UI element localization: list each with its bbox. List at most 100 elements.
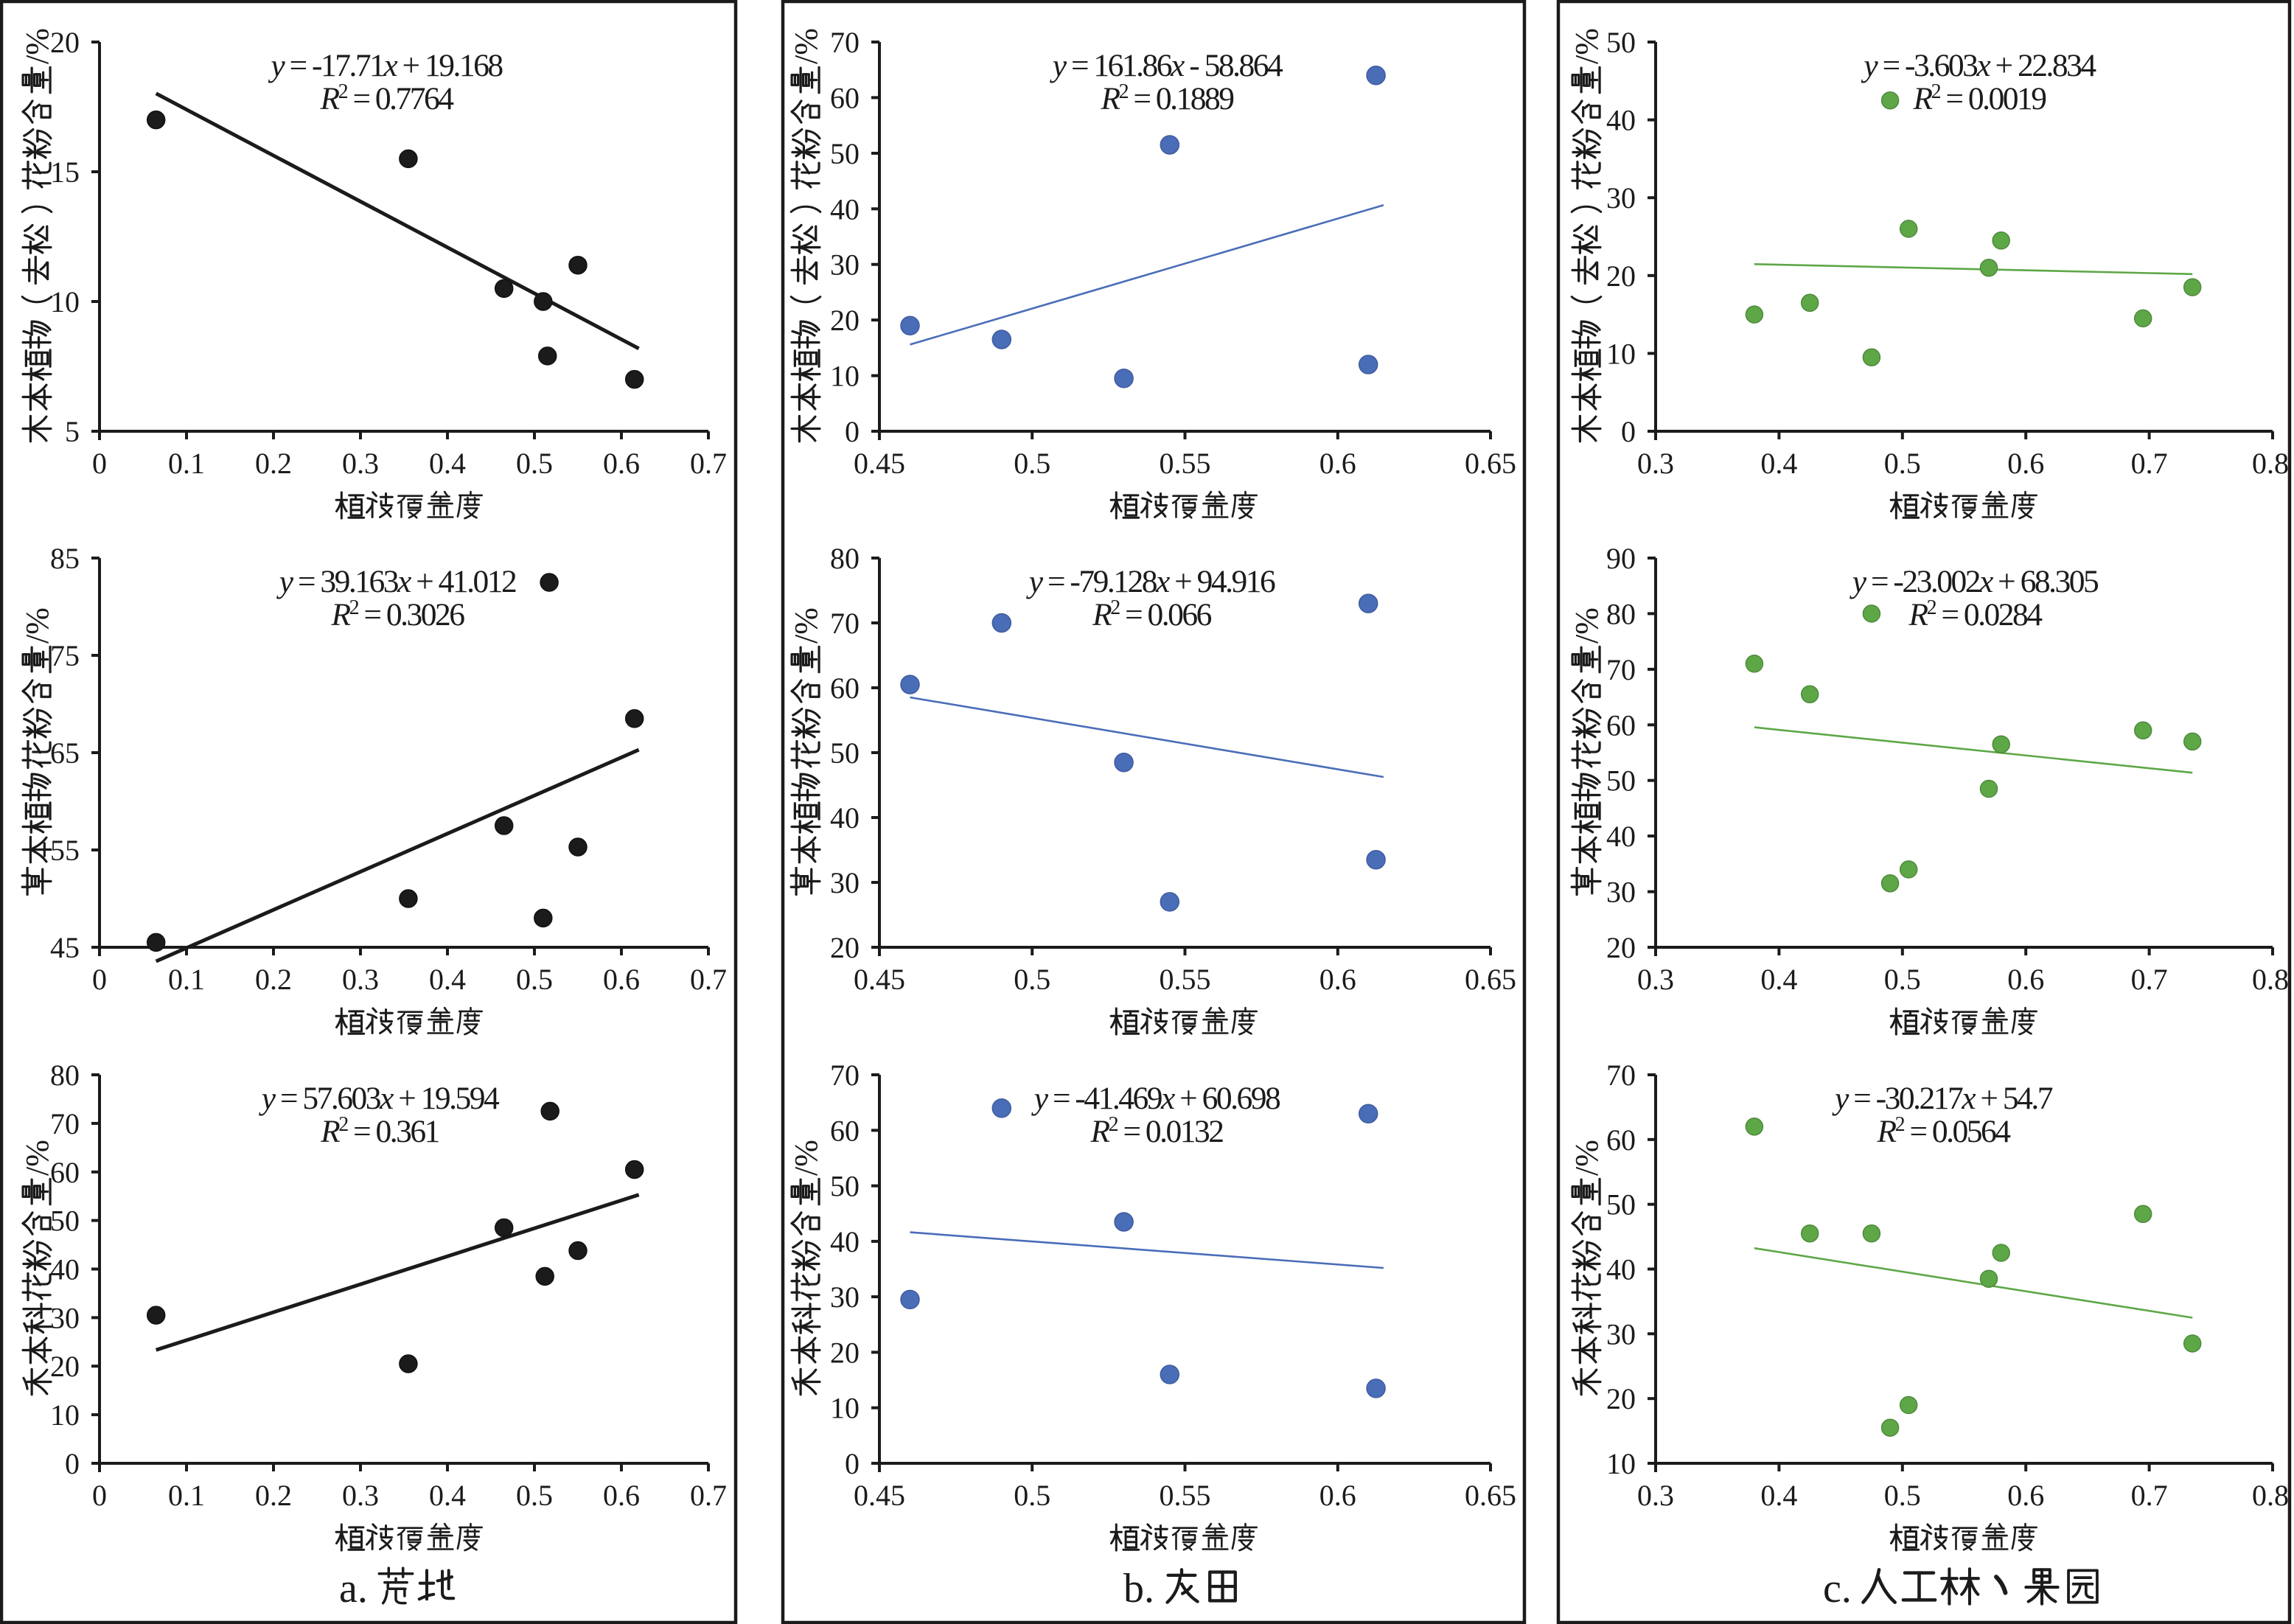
- svg-text:0.6: 0.6: [1319, 447, 1356, 480]
- svg-text:45: 45: [50, 931, 80, 964]
- svg-text:0.3: 0.3: [342, 447, 379, 480]
- svg-text:30: 30: [830, 866, 860, 899]
- svg-text:40: 40: [50, 1253, 80, 1286]
- svg-text:y = -17.71x + 19.168: y = -17.71x + 19.168: [268, 48, 503, 83]
- svg-text:0: 0: [92, 1479, 107, 1512]
- svg-text:/%: /%: [19, 607, 55, 644]
- svg-text:0.1: 0.1: [168, 447, 205, 480]
- svg-text:0.1: 0.1: [168, 1479, 205, 1512]
- svg-text:/%: /%: [19, 1140, 55, 1176]
- svg-text:30: 30: [830, 248, 860, 282]
- svg-text:90: 90: [1606, 542, 1636, 575]
- svg-text:30: 30: [1606, 181, 1636, 215]
- svg-text:0.3: 0.3: [1637, 963, 1674, 996]
- svg-text:20: 20: [50, 26, 80, 59]
- svg-text:10: 10: [50, 1398, 80, 1432]
- svg-text:0.4: 0.4: [1760, 1479, 1797, 1512]
- svg-text:10: 10: [830, 1392, 860, 1425]
- svg-text:/%: /%: [1569, 28, 1605, 64]
- svg-text:70: 70: [1606, 1059, 1636, 1092]
- svg-text:60: 60: [50, 1156, 80, 1189]
- svg-text:20: 20: [50, 1350, 80, 1383]
- svg-text:30: 30: [1606, 876, 1636, 909]
- svg-text:0.2: 0.2: [255, 963, 292, 996]
- svg-text:50: 50: [1606, 1188, 1636, 1222]
- svg-text:0.55: 0.55: [1160, 447, 1211, 480]
- svg-text:0.5: 0.5: [1884, 963, 1921, 996]
- svg-text:50: 50: [830, 736, 860, 770]
- svg-text:60: 60: [830, 1114, 860, 1147]
- svg-text:R2 = 0.361: R2 = 0.361: [320, 1113, 439, 1149]
- svg-text:40: 40: [830, 192, 860, 226]
- svg-text:50: 50: [50, 1205, 80, 1238]
- svg-text:20: 20: [1606, 1382, 1636, 1415]
- svg-text:R2 = 0.0132: R2 = 0.0132: [1090, 1113, 1224, 1149]
- svg-text:60: 60: [1606, 1123, 1636, 1157]
- svg-text:0.8: 0.8: [2252, 1479, 2289, 1512]
- svg-text:30: 30: [50, 1301, 80, 1334]
- svg-text:0.5: 0.5: [1884, 1479, 1921, 1512]
- svg-text:0.3: 0.3: [342, 1479, 379, 1512]
- svg-text:70: 70: [830, 607, 860, 640]
- svg-text:0.6: 0.6: [603, 963, 640, 996]
- svg-text:0.6: 0.6: [2007, 447, 2044, 480]
- svg-text:0.7: 0.7: [2131, 447, 2168, 480]
- svg-text:20: 20: [830, 931, 860, 964]
- svg-text:y = 57.603x + 19.594: y = 57.603x + 19.594: [259, 1081, 500, 1116]
- svg-text:/%: /%: [788, 28, 824, 64]
- svg-text:0.2: 0.2: [255, 1479, 292, 1512]
- svg-text:0: 0: [92, 963, 107, 996]
- svg-text:y = 161.86x - 58.864: y = 161.86x - 58.864: [1050, 48, 1283, 83]
- svg-text:a.: a.: [339, 1566, 368, 1611]
- svg-text:R2 = 0.0019: R2 = 0.0019: [1913, 80, 2046, 116]
- svg-text:80: 80: [1606, 597, 1636, 630]
- svg-text:0.6: 0.6: [603, 1479, 640, 1512]
- svg-text:70: 70: [50, 1107, 80, 1140]
- svg-text:0.6: 0.6: [1319, 1479, 1356, 1512]
- svg-text:0.5: 0.5: [516, 1479, 553, 1512]
- svg-text:40: 40: [830, 801, 860, 834]
- svg-text:0.8: 0.8: [2252, 447, 2289, 480]
- svg-text:70: 70: [830, 1059, 860, 1092]
- svg-text:/%: /%: [1569, 1140, 1605, 1176]
- svg-text:0.45: 0.45: [854, 447, 905, 480]
- svg-text:20: 20: [1606, 259, 1636, 293]
- svg-text:0.55: 0.55: [1160, 1479, 1211, 1512]
- svg-text:80: 80: [50, 1059, 80, 1092]
- svg-text:0: 0: [92, 447, 107, 480]
- svg-text:0.5: 0.5: [1014, 447, 1050, 480]
- svg-text:R2 = 0.7764: R2 = 0.7764: [320, 80, 455, 116]
- svg-text:20: 20: [1606, 931, 1636, 964]
- svg-text:/%: /%: [788, 607, 824, 644]
- svg-text:0.5: 0.5: [516, 447, 553, 480]
- svg-text:/%: /%: [19, 28, 55, 64]
- svg-text:10: 10: [50, 285, 80, 318]
- svg-text:R2 = 0.066: R2 = 0.066: [1092, 596, 1211, 632]
- svg-text:0.6: 0.6: [2007, 963, 2044, 996]
- svg-text:40: 40: [1606, 104, 1636, 137]
- svg-text:0: 0: [65, 1447, 80, 1480]
- svg-text:30: 30: [830, 1280, 860, 1314]
- svg-text:0.7: 0.7: [2131, 963, 2168, 996]
- svg-text:50: 50: [1606, 26, 1636, 59]
- svg-text:0.4: 0.4: [429, 447, 466, 480]
- svg-text:0.7: 0.7: [690, 1479, 727, 1512]
- svg-text:15: 15: [50, 156, 80, 189]
- svg-text:b.: b.: [1123, 1566, 1154, 1611]
- svg-text:0.65: 0.65: [1465, 963, 1516, 996]
- svg-text:5: 5: [65, 415, 80, 448]
- svg-text:0.65: 0.65: [1465, 1479, 1516, 1512]
- svg-text:0.3: 0.3: [1637, 1479, 1674, 1512]
- svg-text:0.3: 0.3: [1637, 447, 1674, 480]
- svg-text:65: 65: [50, 736, 80, 770]
- svg-text:y = -3.603x + 22.834: y = -3.603x + 22.834: [1861, 48, 2096, 83]
- svg-text:20: 20: [830, 1336, 860, 1369]
- svg-text:0.8: 0.8: [2252, 963, 2289, 996]
- svg-text:40: 40: [830, 1225, 860, 1258]
- svg-text:0.65: 0.65: [1465, 447, 1516, 480]
- svg-text:R2 = 0.0564: R2 = 0.0564: [1877, 1113, 2012, 1149]
- svg-text:0.2: 0.2: [255, 447, 292, 480]
- svg-text:50: 50: [1606, 764, 1636, 798]
- svg-text:10: 10: [1606, 1447, 1636, 1480]
- svg-text:40: 40: [1606, 820, 1636, 853]
